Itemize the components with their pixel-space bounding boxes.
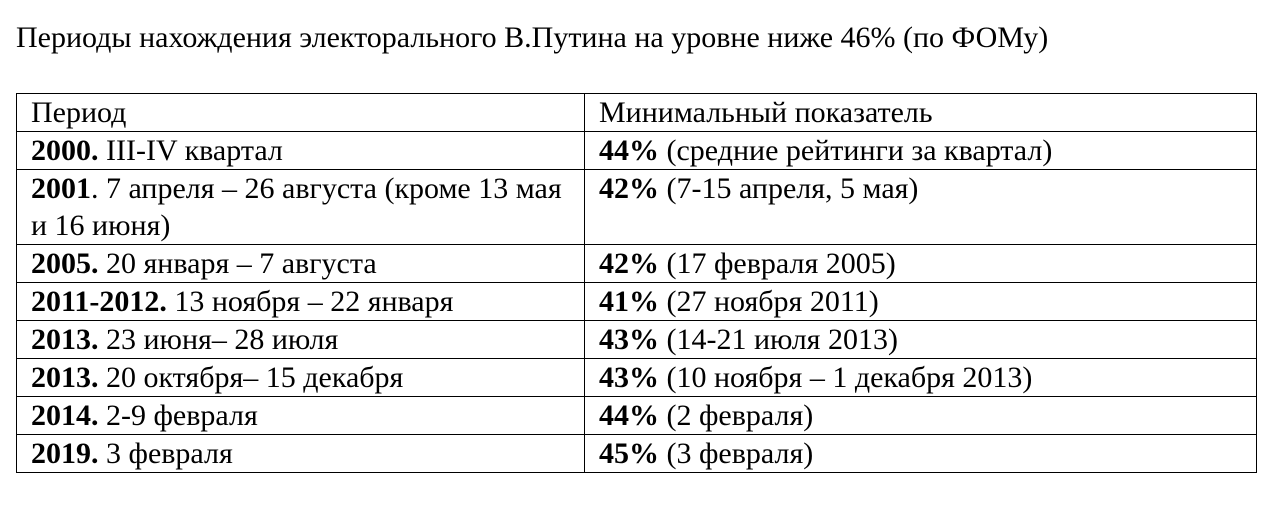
period-range: 2-9 февраля xyxy=(98,399,258,432)
period-year: 2001 xyxy=(31,172,91,205)
minimum-value: 42% xyxy=(599,172,659,205)
period-year: 2014. xyxy=(31,399,99,432)
period-cell: 2019. 3 февраля xyxy=(16,434,585,473)
period-cell: 2011-2012. 13 ноября – 22 января xyxy=(16,282,585,321)
minimum-value: 43% xyxy=(599,361,659,394)
table-row: 2005. 20 января – 7 августа 42% (17 февр… xyxy=(16,244,1257,283)
period-year: 2013. xyxy=(31,361,99,394)
period-range: 23 июня– 28 июля xyxy=(98,323,339,356)
table-row: 2014. 2-9 февраля 44% (2 февраля) xyxy=(16,396,1257,435)
period-range: III-IV квартал xyxy=(98,134,283,167)
header-period: Период xyxy=(16,93,585,132)
period-cell: 2000. III-IV квартал xyxy=(16,131,585,170)
minimum-value: 42% xyxy=(599,247,659,280)
minimum-value: 44% xyxy=(599,399,659,432)
table-row: 2011-2012. 13 ноября – 22 января 41% (27… xyxy=(16,282,1257,321)
table-row: 2001. 7 апреля – 26 августа (кроме 13 ма… xyxy=(16,169,1257,245)
minimum-note: (средние рейтинги за квартал) xyxy=(659,134,1053,167)
period-range: 20 октября– 15 декабря xyxy=(98,361,404,394)
minimum-note: (14-21 июля 2013) xyxy=(659,323,898,356)
period-cell: 2013. 23 июня– 28 июля xyxy=(16,320,585,359)
minimum-cell: 44% (средние рейтинги за квартал) xyxy=(584,131,1257,170)
period-range: 13 ноября – 22 января xyxy=(166,285,454,318)
minimum-cell: 42% (17 февраля 2005) xyxy=(584,244,1257,283)
period-year: 2005. xyxy=(31,247,99,280)
table-row: 2013. 20 октября– 15 декабря 43% (10 ноя… xyxy=(16,358,1257,397)
minimum-cell: 44% (2 февраля) xyxy=(584,396,1257,435)
minimum-note: (3 февраля) xyxy=(659,437,814,470)
minimum-cell: 41% (27 ноября 2011) xyxy=(584,282,1257,321)
period-year: 2011-2012. xyxy=(31,285,167,318)
ratings-table: Период Минимальный показатель 2000. III-… xyxy=(16,93,1257,473)
minimum-cell: 45% (3 февраля) xyxy=(584,434,1257,473)
minimum-note: (2 февраля) xyxy=(659,399,814,432)
minimum-cell: 43% (14-21 июля 2013) xyxy=(584,320,1257,359)
table-row: 2000. III-IV квартал 44% (средние рейтин… xyxy=(16,131,1257,170)
table-row: 2019. 3 февраля 45% (3 февраля) xyxy=(16,434,1257,473)
minimum-cell: 42% (7-15 апреля, 5 мая) xyxy=(584,169,1257,245)
period-range: 3 февраля xyxy=(98,437,233,470)
table-row: 2013. 23 июня– 28 июля 43% (14-21 июля 2… xyxy=(16,320,1257,359)
header-minimum: Минимальный показатель xyxy=(584,93,1257,132)
minimum-note: (27 ноября 2011) xyxy=(659,285,879,318)
minimum-value: 41% xyxy=(599,285,659,318)
period-range: . 7 апреля – 26 августа (кроме 13 мая и … xyxy=(31,172,562,242)
minimum-cell: 43% (10 ноября – 1 декабря 2013) xyxy=(584,358,1257,397)
minimum-note: (7-15 апреля, 5 мая) xyxy=(659,172,919,205)
document-title: Периоды нахождения электорального В.Пути… xyxy=(16,21,1049,54)
period-year: 2000. xyxy=(31,134,99,167)
table-header-row: Период Минимальный показатель xyxy=(16,93,1257,132)
period-cell: 2013. 20 октября– 15 декабря xyxy=(16,358,585,397)
minimum-value: 44% xyxy=(599,134,659,167)
period-year: 2013. xyxy=(31,323,99,356)
period-cell: 2014. 2-9 февраля xyxy=(16,396,585,435)
period-cell: 2001. 7 апреля – 26 августа (кроме 13 ма… xyxy=(16,169,585,245)
period-cell: 2005. 20 января – 7 августа xyxy=(16,244,585,283)
minimum-note: (10 ноября – 1 декабря 2013) xyxy=(659,361,1033,394)
minimum-value: 45% xyxy=(599,437,659,470)
minimum-note: (17 февраля 2005) xyxy=(659,247,896,280)
minimum-value: 43% xyxy=(599,323,659,356)
period-range: 20 января – 7 августа xyxy=(98,247,377,280)
period-year: 2019. xyxy=(31,437,99,470)
